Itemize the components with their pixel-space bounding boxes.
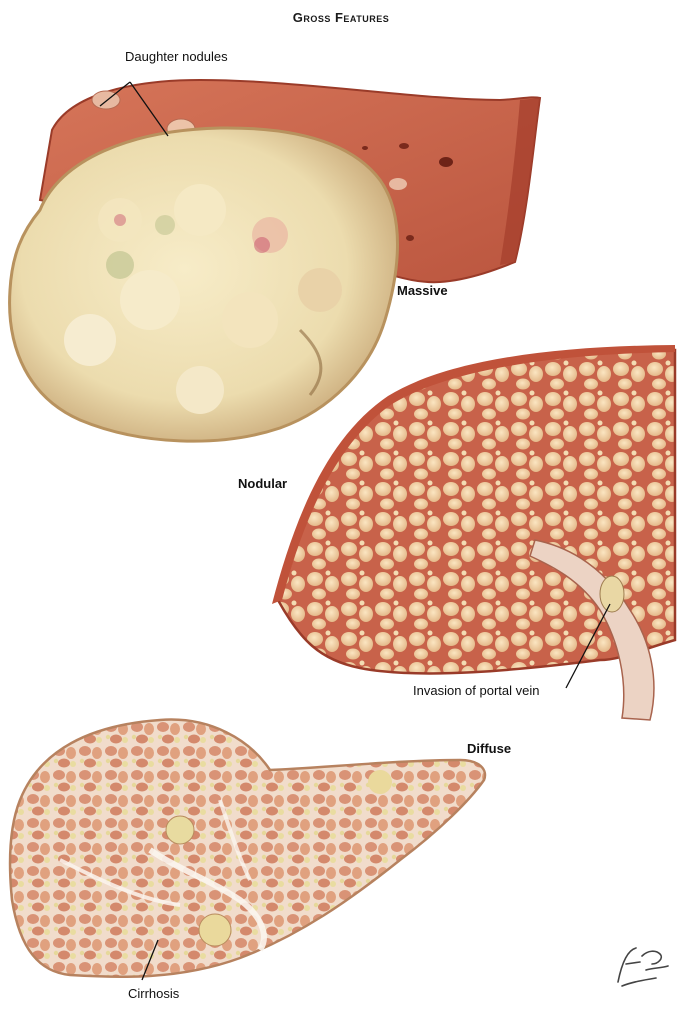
nodular-heading: Nodular: [238, 476, 288, 491]
diffuse-liver-specimen: [8, 718, 487, 979]
cirrhosis-leader: [141, 939, 159, 981]
portal-vein-leader: [565, 603, 611, 689]
daughter-nodules-leader: [99, 81, 169, 137]
massive-heading: Massive: [397, 283, 448, 298]
figure-title: Gross Features: [292, 10, 390, 25]
cirrhosis-label: Cirrhosis: [128, 986, 180, 1001]
daughter-nodules-label: Daughter nodules: [125, 49, 228, 64]
diffuse-heading: Diffuse: [467, 741, 512, 756]
nodular-liver-specimen: [272, 345, 677, 721]
invasion-portal-vein-label: Invasion of portal vein: [413, 683, 540, 698]
netter-signature: [617, 947, 669, 987]
massive-tumor-mass: [8, 126, 399, 443]
